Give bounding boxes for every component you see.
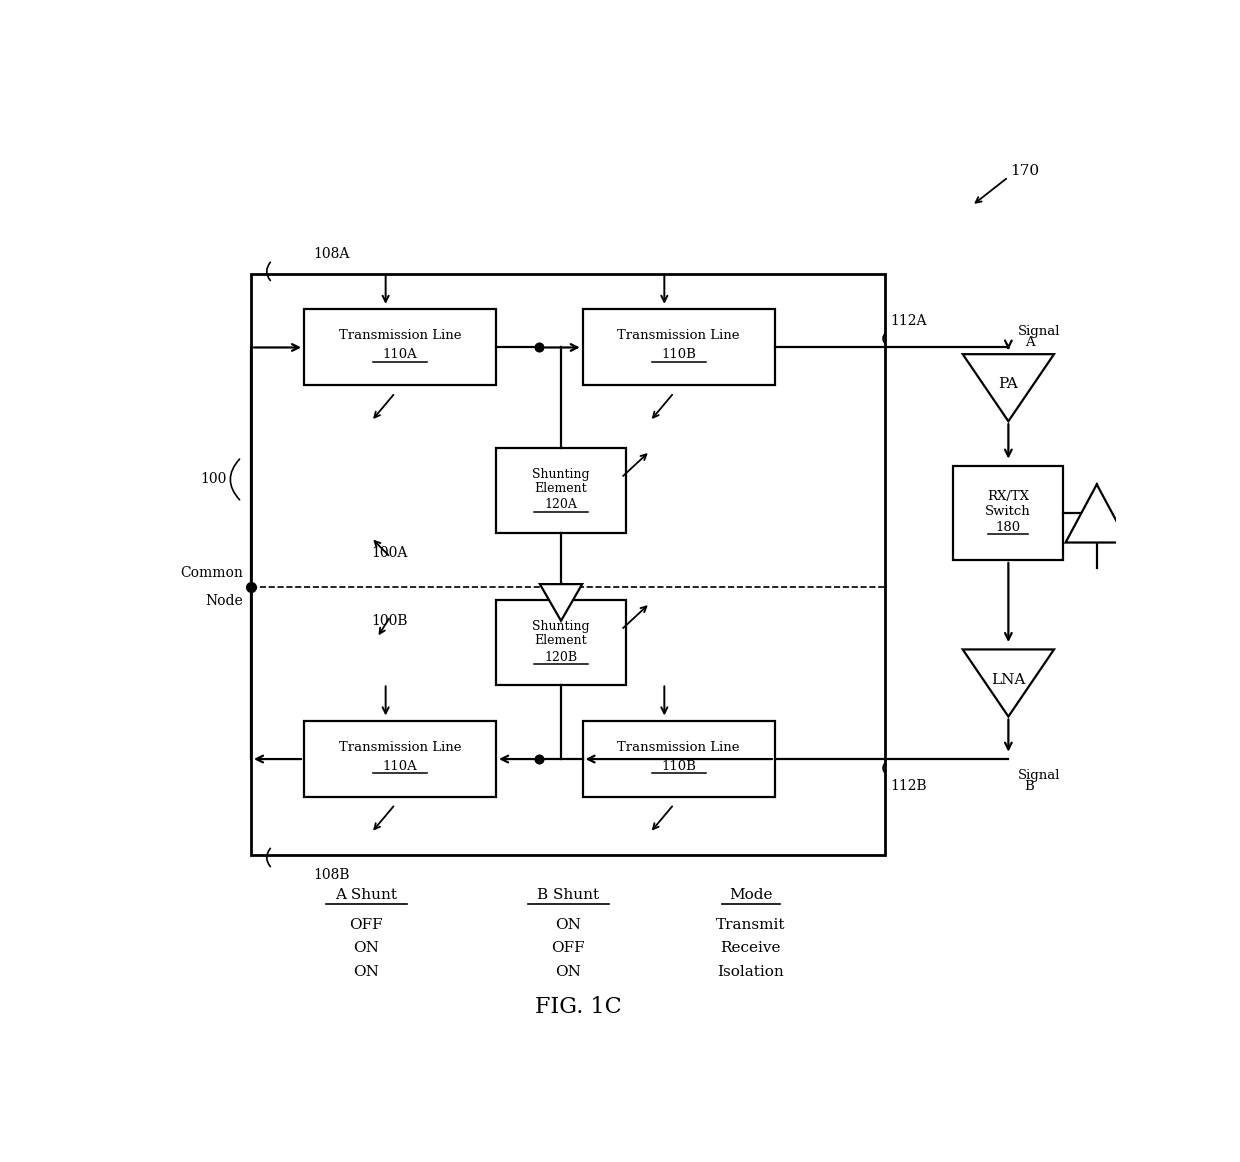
Bar	[304, 720, 496, 797]
Text: 100A: 100A	[371, 546, 408, 560]
Text: Receive: Receive	[720, 941, 781, 955]
Text: ON: ON	[353, 964, 379, 978]
Text: 120B: 120B	[544, 651, 578, 664]
Text: Signal: Signal	[1018, 325, 1060, 338]
Text: Common: Common	[181, 566, 243, 580]
Bar	[496, 601, 626, 686]
Text: PA: PA	[998, 378, 1018, 392]
Polygon shape	[539, 584, 582, 621]
Text: 110A: 110A	[383, 760, 418, 773]
Text: A: A	[1024, 337, 1034, 350]
Text: Isolation: Isolation	[718, 964, 784, 978]
Text: 110A: 110A	[383, 349, 418, 361]
Text: 120A: 120A	[544, 498, 578, 511]
Text: Mode: Mode	[729, 889, 773, 903]
Text: Element: Element	[534, 634, 588, 647]
Text: Shunting: Shunting	[532, 468, 590, 481]
Text: 170: 170	[1011, 164, 1039, 178]
Text: B Shunt: B Shunt	[537, 889, 599, 903]
Text: RX/TX: RX/TX	[987, 490, 1029, 503]
Text: Signal: Signal	[1018, 768, 1060, 782]
Text: ON: ON	[556, 918, 582, 932]
Text: Transmit: Transmit	[715, 918, 786, 932]
Polygon shape	[962, 650, 1054, 717]
Text: OFF: OFF	[552, 941, 585, 955]
Text: Transmission Line: Transmission Line	[618, 329, 740, 343]
Text: Element: Element	[534, 482, 588, 495]
Text: LNA: LNA	[991, 673, 1025, 687]
Bar	[496, 449, 626, 533]
Text: 100B: 100B	[371, 614, 408, 627]
Text: Transmission Line: Transmission Line	[618, 741, 740, 754]
Bar	[250, 273, 885, 855]
Text: 108B: 108B	[314, 868, 350, 882]
Text: ON: ON	[353, 941, 379, 955]
Text: 180: 180	[996, 521, 1021, 533]
Text: 110B: 110B	[661, 760, 696, 773]
Text: Shunting: Shunting	[532, 621, 590, 633]
Bar	[583, 309, 775, 386]
Text: B: B	[1024, 781, 1034, 794]
Text: ON: ON	[556, 964, 582, 978]
Polygon shape	[962, 354, 1054, 422]
Text: 108A: 108A	[314, 248, 350, 261]
Text: OFF: OFF	[350, 918, 383, 932]
Text: Switch: Switch	[985, 504, 1030, 518]
Text: FIG. 1C: FIG. 1C	[534, 996, 621, 1018]
Text: A Shunt: A Shunt	[335, 889, 397, 903]
Text: 112A: 112A	[890, 314, 926, 328]
Bar	[304, 309, 496, 386]
Text: Transmission Line: Transmission Line	[339, 741, 461, 754]
Text: Node: Node	[206, 594, 243, 608]
Text: 112B: 112B	[890, 779, 926, 792]
Text: Transmission Line: Transmission Line	[339, 329, 461, 343]
Polygon shape	[1065, 485, 1128, 543]
Bar	[583, 720, 775, 797]
Text: 100: 100	[201, 473, 227, 487]
Text: 110B: 110B	[661, 349, 696, 361]
Bar	[952, 466, 1063, 560]
